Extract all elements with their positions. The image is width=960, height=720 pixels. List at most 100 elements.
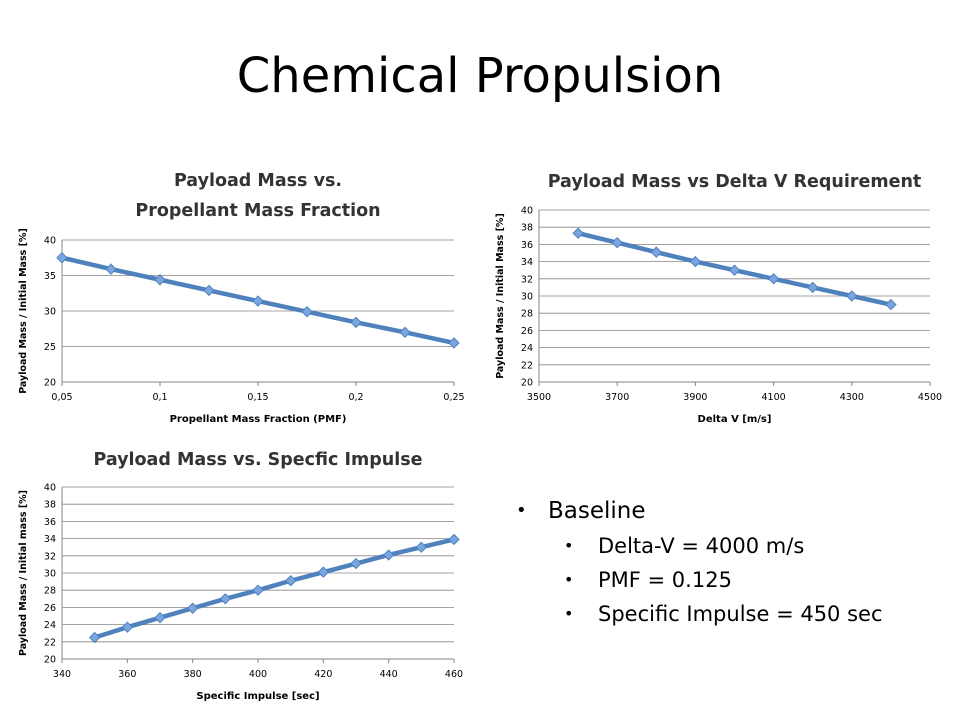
x-tick-label: 360 — [118, 669, 136, 680]
data-point — [767, 273, 780, 285]
bullet-dot-icon: • — [516, 500, 527, 521]
data-point — [885, 298, 897, 311]
x-tick-label: 0,25 — [443, 392, 464, 403]
chart-title: Payload Mass vs. — [174, 171, 342, 191]
y-tick-label: 26 — [44, 603, 56, 614]
bullet-delta-v-text: Delta-V = 4000 m/s — [598, 534, 805, 558]
y-tick-label: 24 — [521, 343, 533, 354]
data-point — [572, 227, 584, 239]
data-point — [350, 316, 362, 329]
data-point — [806, 281, 819, 294]
y-tick-label: 20 — [44, 378, 56, 389]
y-tick-label: 30 — [521, 292, 533, 303]
y-tick-label: 22 — [44, 637, 56, 648]
y-tick-label: 28 — [521, 309, 533, 320]
x-tick-label: 440 — [380, 669, 398, 680]
chart-payload-vs-deltav: Payload Mass vs Delta V Requirement 20 22 2… — [480, 160, 960, 435]
data-point — [689, 255, 702, 268]
y-tick-label: 34 — [44, 534, 56, 545]
x-tick-label: 340 — [53, 669, 71, 680]
chart-title: Payload Mass vs. Specfic Impulse — [93, 450, 422, 470]
y-tick-label: 36 — [44, 517, 56, 528]
data-point — [399, 326, 411, 339]
data-point — [186, 602, 199, 614]
slide-title: Chemical Propulsion — [236, 48, 724, 104]
y-tick-label: 20 — [44, 655, 56, 666]
y-axis-label: Payload Mass / Initial mass [%] — [18, 490, 29, 656]
data-point — [252, 295, 264, 307]
x-tick-label: 4300 — [840, 392, 864, 403]
bullet-baseline: • Baseline — [508, 493, 948, 529]
y-tick-label: 30 — [44, 307, 56, 318]
chart-svg: Payload Mass vs. Propellant Mass Fraction… — [18, 171, 465, 425]
x-tick-label: 400 — [249, 669, 267, 680]
y-tick-label: 20 — [521, 378, 533, 389]
x-tick-label: 0,1 — [152, 392, 167, 403]
chart-svg: Payload Mass vs Delta V Requirement 20 22 2… — [495, 172, 942, 425]
chart-payload-vs-pmf: Payload Mass vs. Propellant Mass Fraction… — [0, 160, 480, 435]
bullet-pmf-text: PMF = 0.125 — [598, 568, 732, 592]
chart-title: Payload Mass vs Delta V Requirement — [548, 172, 922, 192]
y-tick-label: 22 — [521, 360, 533, 371]
chart-svg: Payload Mass vs. Specfic Impulse 20 22 24 26… — [18, 450, 463, 702]
x-tick-label: 4100 — [762, 392, 786, 403]
x-tick-label: 420 — [314, 669, 332, 680]
data-point — [88, 631, 101, 644]
x-tick-label: 0,2 — [348, 392, 363, 403]
data-point — [56, 252, 68, 264]
x-axis-label: Specific Impulse [sec] — [196, 691, 319, 702]
bullet-baseline-text: Baseline — [548, 498, 646, 524]
data-point — [728, 264, 741, 276]
y-tick-label: 32 — [521, 274, 533, 285]
bullet-pmf: • PMF = 0.125 — [508, 563, 948, 597]
data-point — [650, 246, 663, 258]
x-tick-label: 0,05 — [51, 392, 72, 403]
data-point — [105, 263, 117, 275]
y-tick-label: 40 — [44, 236, 56, 247]
bullet-delta-v: • Delta-V = 4000 m/s — [508, 529, 948, 563]
y-tick-label: 35 — [44, 271, 56, 282]
y-axis-label: Payload Mass / Initial Mass [%] — [18, 228, 29, 394]
series-line — [92, 537, 457, 640]
data-point — [219, 593, 232, 605]
y-tick-label: 40 — [44, 483, 56, 494]
y-tick-label: 28 — [44, 586, 56, 597]
x-tick-label: 3700 — [605, 392, 629, 403]
y-tick-label: 30 — [44, 569, 56, 580]
bullet-isp: • Specific Impulse = 450 sec — [508, 597, 948, 631]
data-point — [317, 566, 330, 578]
chart-title: Propellant Mass Fraction — [135, 201, 380, 221]
y-tick-label: 24 — [44, 620, 56, 631]
data-point — [154, 274, 166, 286]
y-axis-label: Payload Mass / Initial Mass [%] — [495, 213, 506, 379]
x-axis-label: Delta V [m/s] — [698, 414, 772, 425]
data-point — [284, 575, 297, 587]
x-tick-label: 4500 — [918, 392, 942, 403]
data-point — [415, 541, 428, 553]
chart-payload-vs-isp: Payload Mass vs. Specfic Impulse 20 22 24 26… — [0, 440, 480, 715]
y-tick-label: 36 — [521, 240, 533, 251]
x-tick-label: 460 — [445, 669, 463, 680]
data-point — [846, 290, 858, 302]
bullet-dot-icon: • — [564, 604, 574, 623]
data-point — [252, 584, 264, 596]
data-point — [203, 284, 215, 297]
data-point — [382, 549, 395, 561]
data-point — [350, 557, 362, 570]
x-tick-label: 0,15 — [247, 392, 268, 403]
x-tick-label: 3500 — [527, 392, 551, 403]
y-tick-label: 38 — [521, 223, 533, 234]
data-point — [448, 337, 460, 349]
baseline-bullets: • Baseline • Delta-V = 4000 m/s • PMF = … — [508, 493, 948, 631]
data-point — [448, 533, 460, 546]
data-point — [301, 306, 313, 318]
y-tick-label: 40 — [521, 206, 533, 217]
bullet-dot-icon: • — [564, 570, 574, 589]
x-axis-label: Propellant Mass Fraction (PMF) — [170, 414, 347, 425]
y-tick-label: 26 — [521, 326, 533, 337]
y-tick-label: 34 — [521, 257, 533, 268]
bullet-isp-text: Specific Impulse = 450 sec — [598, 602, 883, 626]
x-tick-label: 3900 — [683, 392, 707, 403]
data-point — [611, 236, 623, 249]
y-tick-label: 32 — [44, 551, 56, 562]
